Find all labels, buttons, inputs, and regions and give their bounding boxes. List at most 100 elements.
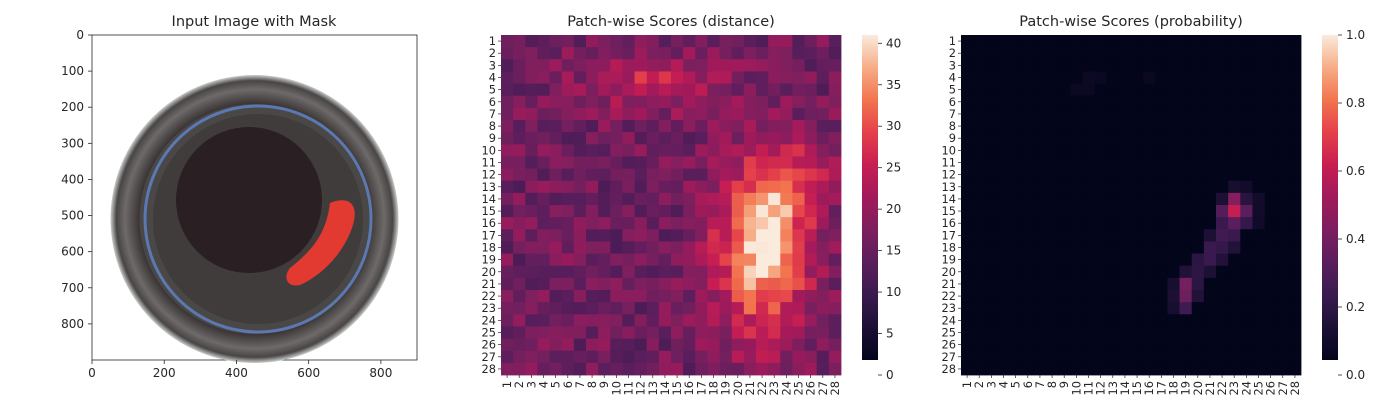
- heatmap-cell: [719, 95, 733, 109]
- heatmap-cell: [598, 192, 611, 206]
- heatmap-cell: [1046, 120, 1059, 133]
- heatmap-cell: [1131, 326, 1144, 339]
- heatmap-cell: [622, 47, 635, 60]
- y-tick-label: 100: [61, 64, 84, 78]
- heatmap-cell: [561, 59, 575, 72]
- heatmap-cell: [1264, 217, 1278, 230]
- heatmap-cell: [1131, 205, 1144, 218]
- heatmap-cell: [573, 35, 587, 48]
- heatmap-cell: [1070, 217, 1083, 230]
- heatmap-cell: [1179, 83, 1193, 97]
- heatmap-cell: [1155, 350, 1168, 364]
- heatmap-cell: [1288, 217, 1302, 230]
- heatmap-cell: [973, 180, 986, 194]
- heatmap-cell: [695, 132, 708, 145]
- heatmap-cell: [780, 277, 793, 291]
- heatmap-cell: [1070, 277, 1083, 291]
- heatmap-cell: [561, 350, 575, 364]
- heatmap-cell: [1264, 144, 1278, 157]
- heatmap-cell: [537, 144, 550, 157]
- heatmap-cell: [1191, 241, 1205, 254]
- heatmap-cell: [634, 314, 648, 327]
- heatmap-cell: [985, 180, 998, 194]
- heatmap-cell: [1046, 217, 1059, 230]
- heatmap-cell: [780, 290, 793, 303]
- row-tick-label: 14: [482, 192, 497, 206]
- heatmap-cell: [513, 350, 526, 364]
- heatmap-cell: [1143, 47, 1156, 60]
- heatmap-cell: [634, 59, 648, 72]
- heatmap-cell: [573, 83, 587, 97]
- heatmap-cell: [513, 241, 526, 254]
- heatmap-cell: [1131, 290, 1144, 303]
- heatmap-cell: [1070, 83, 1083, 97]
- row-tick-label: 16: [482, 216, 497, 230]
- heatmap-cell: [598, 338, 611, 352]
- heatmap-cell: [804, 338, 818, 352]
- heatmap-cell: [1240, 302, 1253, 315]
- heatmap-cell: [1106, 326, 1120, 339]
- heatmap-cell: [768, 277, 781, 291]
- heatmap-cell: [1118, 314, 1132, 327]
- heatmap-cell: [598, 59, 611, 72]
- heatmap-cell: [513, 132, 526, 145]
- col-tick-label: 5: [549, 381, 563, 388]
- heatmap-cell: [1131, 83, 1144, 97]
- heatmap-cell: [985, 229, 998, 242]
- heatmap-cell: [961, 168, 974, 182]
- heatmap-cell: [586, 290, 599, 303]
- heatmap-cell: [1143, 302, 1156, 315]
- heatmap-cell: [1264, 350, 1278, 364]
- heatmap-cell: [792, 241, 805, 254]
- heatmap-cell: [1228, 338, 1241, 352]
- heatmap-cell: [816, 326, 830, 339]
- heatmap-cell: [707, 277, 720, 291]
- row-tick-label: 23: [482, 301, 497, 315]
- heatmap-cell: [731, 253, 745, 267]
- heatmap-cell: [586, 253, 599, 267]
- heatmap-cell: [756, 350, 769, 364]
- heatmap-cell: [743, 120, 757, 133]
- heatmap-cell: [1252, 241, 1265, 254]
- heatmap-cell: [1118, 326, 1132, 339]
- heatmap-cell: [828, 120, 842, 133]
- heatmap-cell: [1033, 47, 1047, 60]
- heatmap-cell: [985, 362, 998, 376]
- heatmap-cell: [1155, 83, 1168, 97]
- heatmap-cell: [1021, 229, 1035, 242]
- heatmap-cell: [695, 229, 708, 242]
- heatmap-cell: [646, 326, 660, 339]
- heatmap-cell: [1058, 253, 1071, 267]
- heatmap-cell: [586, 241, 599, 254]
- heatmap-cell: [1240, 47, 1253, 60]
- heatmap-cell: [1240, 180, 1253, 194]
- heatmap-cell: [1106, 47, 1120, 60]
- heatmap-cell: [1021, 132, 1035, 145]
- heatmap-cell: [828, 95, 842, 109]
- heatmap-cell: [1046, 290, 1059, 303]
- heatmap-cell: [1203, 144, 1217, 157]
- heatmap-cell: [1082, 156, 1095, 169]
- heatmap-cell: [1094, 253, 1108, 267]
- heatmap-cell: [1033, 132, 1047, 145]
- heatmap-cell: [646, 314, 660, 327]
- heatmap-cell: [573, 59, 587, 72]
- heatmap-cell: [598, 253, 611, 267]
- heatmap-cell: [1179, 132, 1193, 145]
- heatmap-cell: [646, 71, 660, 84]
- heatmap-cell: [1191, 265, 1205, 279]
- heatmap-cell: [1216, 350, 1229, 364]
- heatmap-cell: [1033, 338, 1047, 352]
- col-tick-label: 20: [731, 381, 745, 396]
- heatmap-cell: [1021, 107, 1035, 121]
- heatmap-cell: [973, 192, 986, 206]
- colorbar-tick-label: 40: [886, 36, 901, 50]
- heatmap-cell: [768, 47, 781, 60]
- heatmap-cell: [1082, 265, 1095, 279]
- heatmap-cell: [610, 229, 623, 242]
- heatmap-cell: [1106, 192, 1120, 206]
- heatmap-cell: [610, 277, 623, 291]
- heatmap-cell: [1155, 107, 1168, 121]
- heatmap-cell: [1009, 205, 1023, 218]
- heatmap-cell: [1009, 314, 1023, 327]
